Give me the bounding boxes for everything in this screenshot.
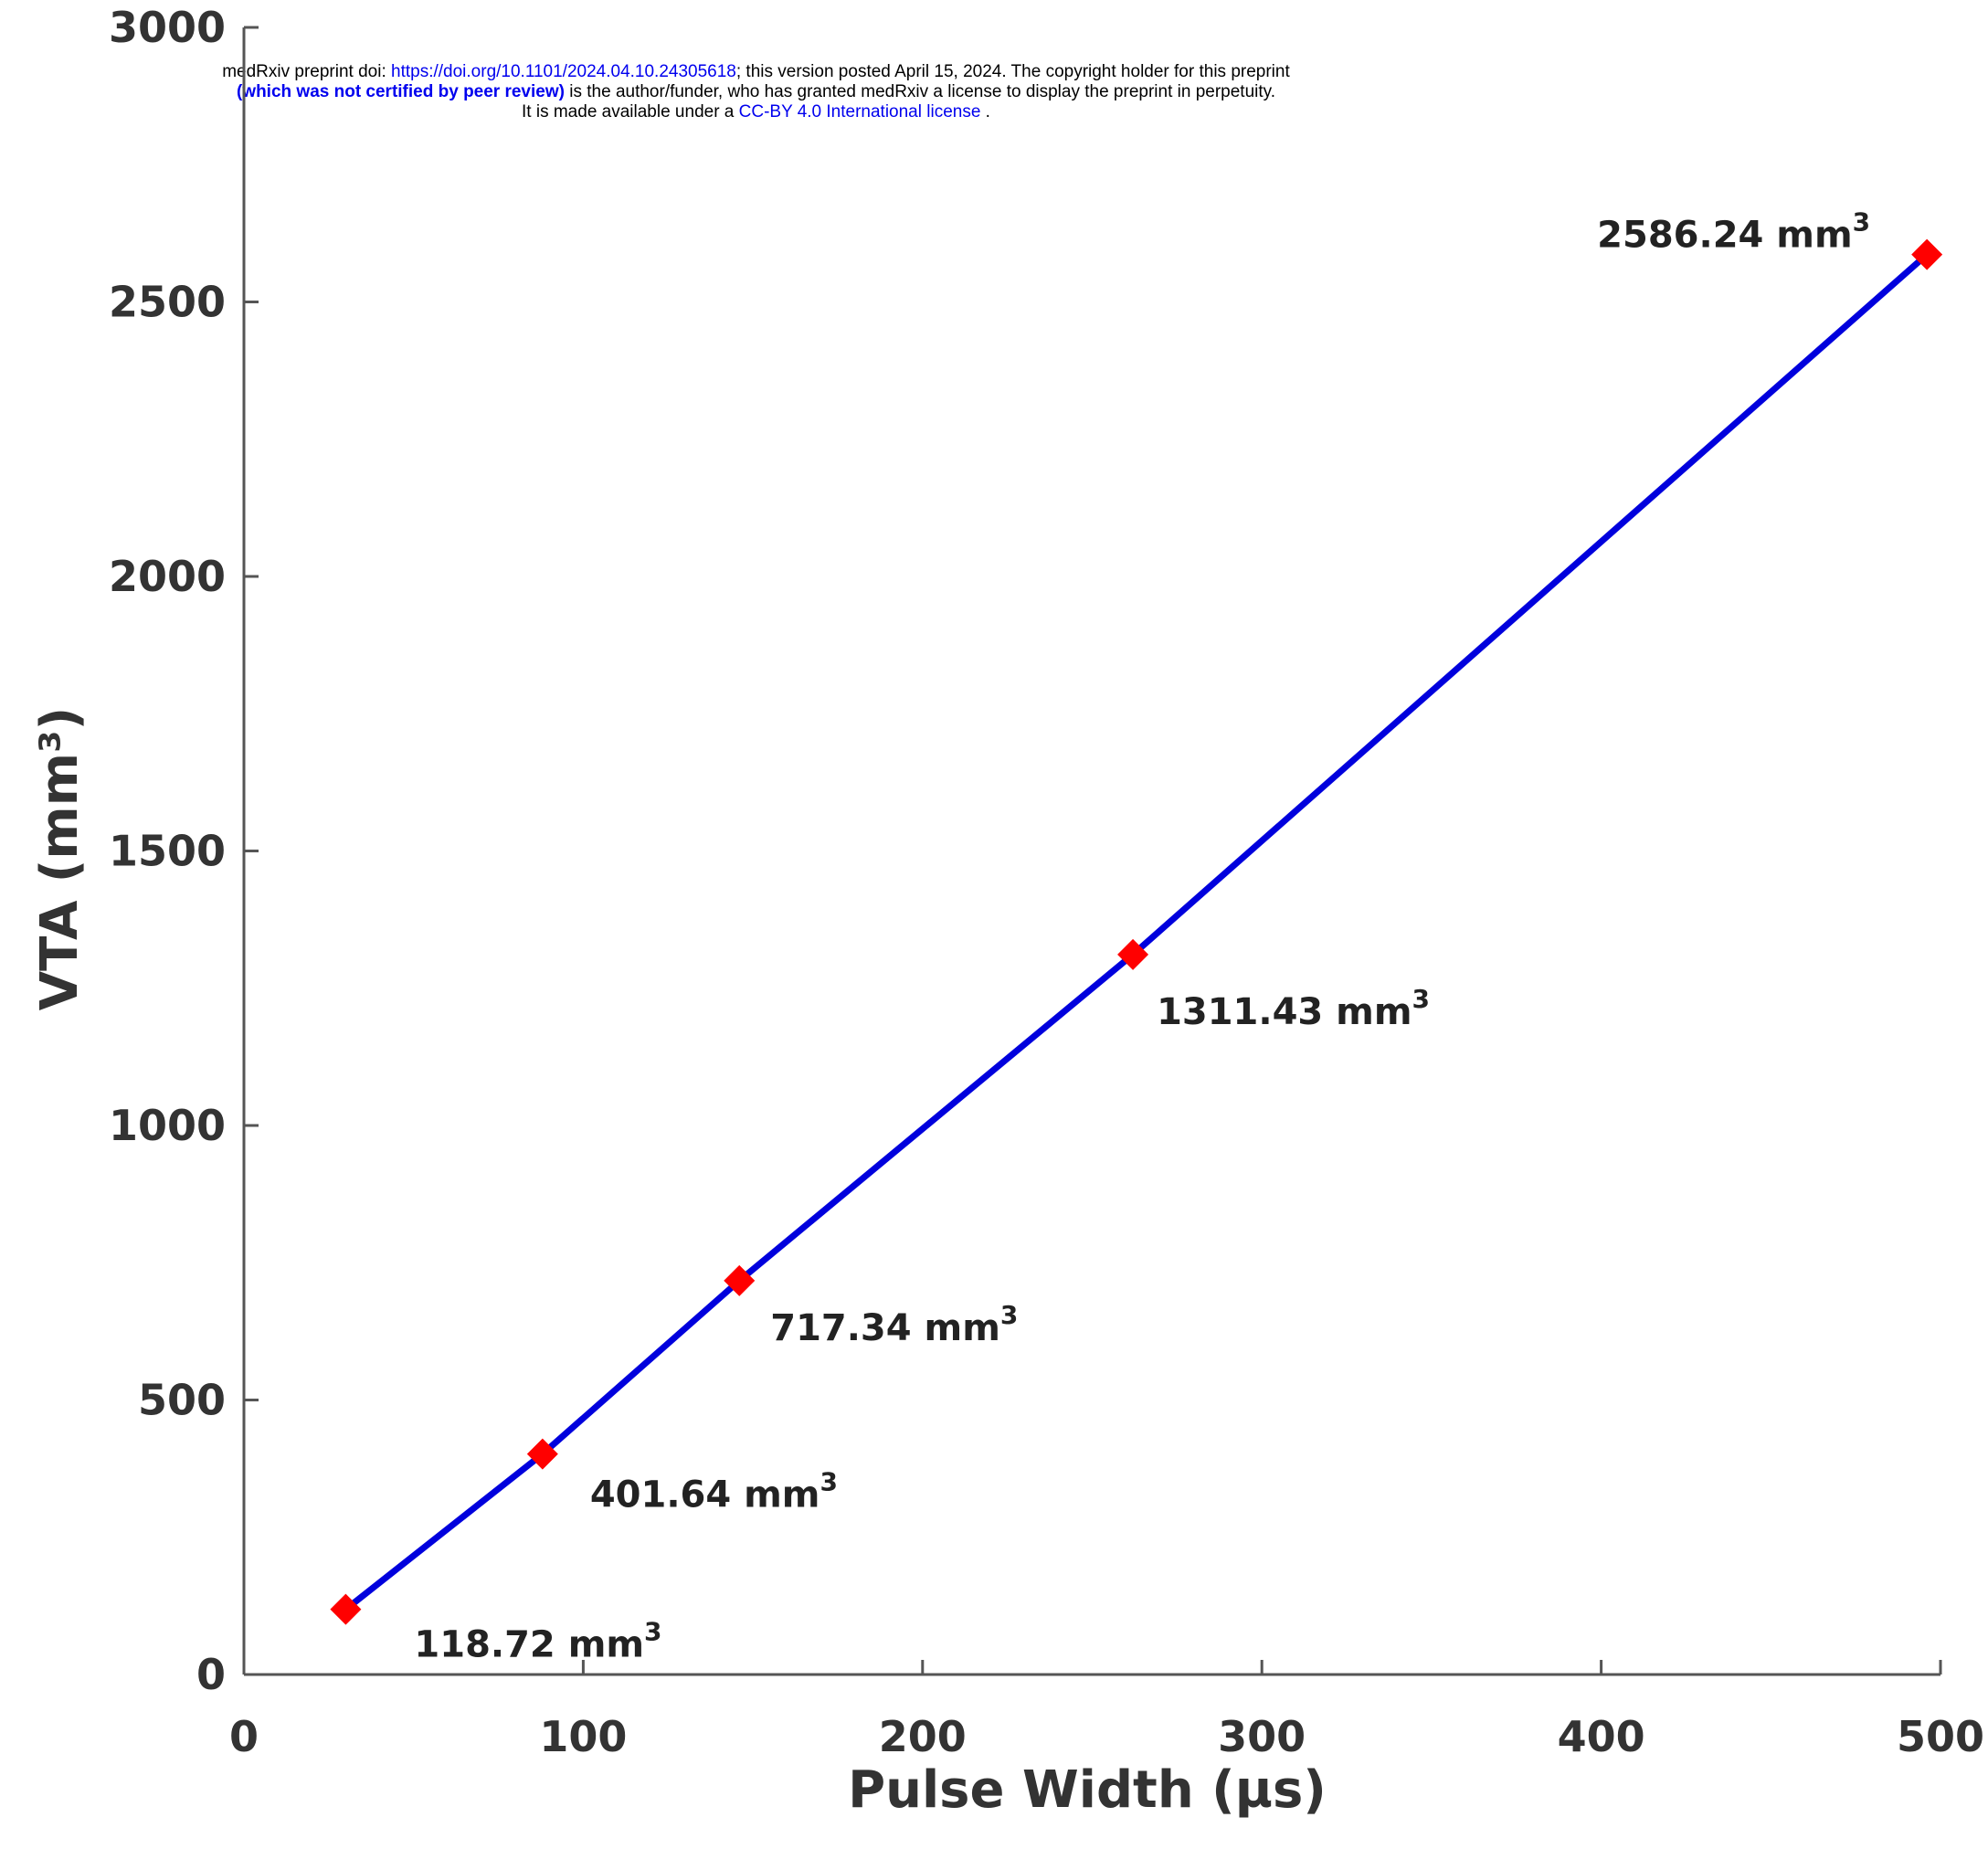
x-tick-label: 500 — [1897, 1712, 1984, 1761]
data-series — [330, 238, 1943, 1625]
chart-axes — [242, 27, 1940, 1676]
y-tick-label: 500 — [138, 1376, 226, 1425]
series-line — [344, 252, 1930, 1612]
x-axis-title: Pulse Width (µs) — [848, 1760, 1327, 1820]
y-tick-label: 2000 — [109, 552, 226, 601]
preprint-notice: medRxiv preprint doi: https://doi.org/10… — [0, 62, 1512, 122]
y-tick-label: 0 — [196, 1650, 226, 1699]
peer-review-note: (which was not certified by peer review) — [236, 82, 565, 101]
data-point-marker — [330, 1593, 362, 1625]
doi-link[interactable]: https://doi.org/10.1101/2024.04.10.24305… — [391, 62, 736, 81]
y-tick-label: 2500 — [109, 278, 226, 327]
data-point-marker — [1911, 238, 1943, 270]
data-label: 717.34 mm3 — [770, 1300, 1018, 1349]
x-tick-label: 300 — [1218, 1712, 1306, 1761]
license-link[interactable]: CC-BY 4.0 International license — [738, 102, 981, 122]
data-label: 2586.24 mm3 — [1597, 207, 1870, 257]
preprint-notice-line-3: It is made available under a CC-BY 4.0 I… — [522, 102, 990, 122]
x-tick-label: 400 — [1558, 1712, 1645, 1761]
data-point-marker — [1117, 938, 1149, 970]
x-tick-label: 100 — [539, 1712, 627, 1761]
data-label: 118.72 mm3 — [414, 1617, 661, 1666]
preprint-notice-line-1: medRxiv preprint doi: https://doi.org/10… — [222, 62, 1290, 81]
y-tick-label: 1000 — [109, 1101, 226, 1150]
x-tick-label: 200 — [879, 1712, 967, 1761]
preprint-notice-line-2: (which was not certified by peer review)… — [236, 82, 1276, 101]
y-axis-ticks: 0 500 1000 1500 2000 2500 3000 — [109, 3, 259, 1699]
data-label: 1311.43 mm3 — [1157, 984, 1430, 1033]
data-labels: 118.72 mm3 401.64 mm3 717.34 mm3 1311.43 mm… — [414, 207, 1870, 1666]
data-label: 401.64 mm3 — [590, 1467, 838, 1516]
x-tick-label: 0 — [229, 1712, 259, 1761]
x-axis-ticks: 0 100 200 300 400 500 — [229, 1660, 1984, 1761]
data-point-marker — [724, 1264, 756, 1296]
y-axis-title: VTA (mm³) — [30, 707, 90, 1010]
y-tick-label: 1500 — [109, 827, 226, 876]
data-point-marker — [526, 1438, 558, 1470]
y-tick-label: 3000 — [109, 3, 226, 52]
